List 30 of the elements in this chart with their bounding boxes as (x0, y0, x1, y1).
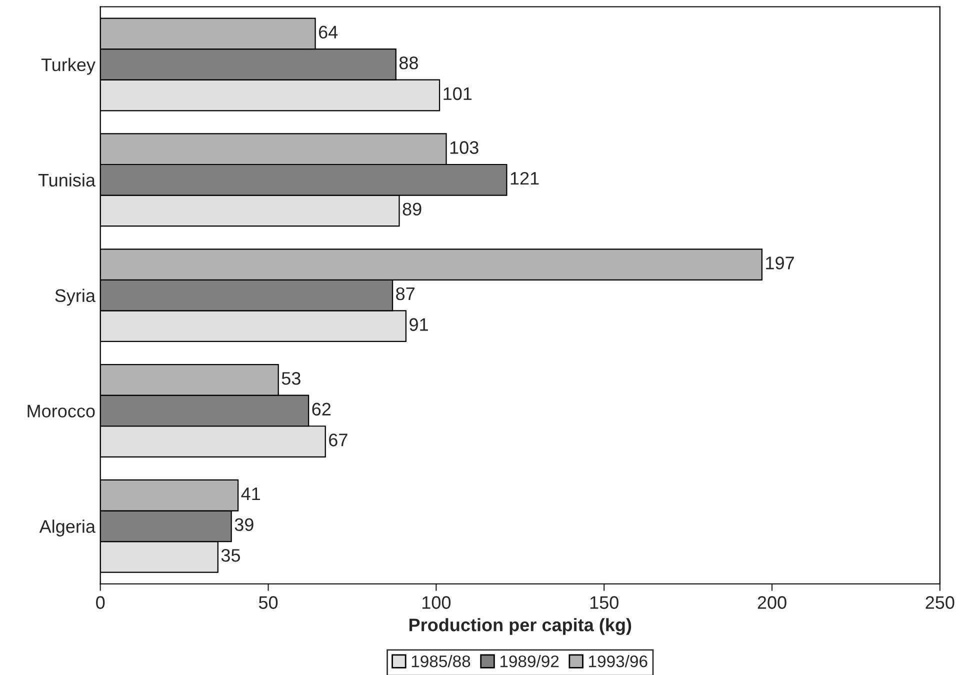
legend-label: 1993/96 (589, 655, 648, 668)
y-tick-label: Turkey (41, 58, 96, 75)
y-tick-label: Morocco (28, 404, 95, 418)
y-tick-label: Algeria (39, 520, 96, 536)
data-label: 64 (318, 26, 338, 39)
data-label: 101 (444, 87, 472, 100)
data-label: 103 (450, 141, 478, 154)
x-tick-label: 0 (96, 596, 105, 609)
data-label: 89 (402, 202, 422, 216)
x-axis-title: Production per capita (kg) (409, 618, 632, 635)
data-label: 39 (234, 518, 254, 532)
data-label: 197 (766, 256, 794, 270)
y-tick-label: Syria (55, 288, 96, 306)
data-label: 35 (221, 549, 240, 562)
data-label: 91 (410, 318, 428, 331)
data-label: 87 (396, 287, 414, 300)
data-label: 41 (241, 488, 260, 500)
x-tick-label: 100 (422, 596, 451, 609)
legend-label: 1989/92 (500, 655, 559, 668)
x-tick-label: 250 (926, 596, 954, 609)
legend-label: 1985/88 (412, 655, 470, 668)
x-tick-label: 150 (590, 596, 618, 609)
data-label: 67 (329, 434, 348, 446)
data-label: 53 (282, 372, 300, 385)
data-label: 88 (399, 56, 418, 70)
x-tick-label: 50 (258, 596, 278, 609)
data-label: 121 (510, 172, 539, 185)
data-label: 62 (312, 402, 331, 416)
y-tick-label: Tunisia (38, 173, 96, 187)
x-tick-label: 200 (758, 596, 786, 609)
